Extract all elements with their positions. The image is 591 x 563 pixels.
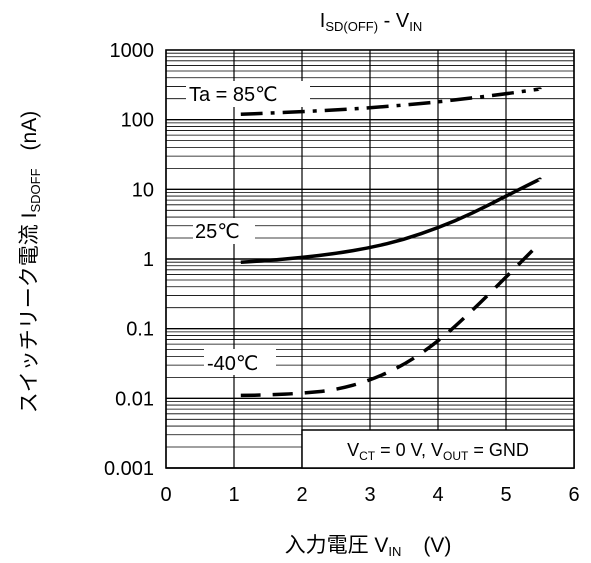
label-85c-box	[186, 81, 310, 107]
condition-box	[301, 429, 575, 469]
y-tick-label: 1000	[110, 40, 155, 62]
title-rest: - V	[378, 10, 410, 32]
title-sub: SD(OFF)	[325, 19, 378, 34]
y-tick-label: 100	[121, 110, 154, 132]
x-tick-label: 1	[228, 484, 239, 506]
label-m40c-box	[204, 349, 276, 375]
y-tick-label: 10	[132, 179, 154, 201]
condition-text: VCT = 0 V, VOUT = GND	[347, 440, 529, 463]
series-line-0	[240, 87, 542, 116]
x-tick-label: 6	[568, 484, 579, 506]
chart-title: ISD(OFF) - VIN	[320, 10, 422, 34]
x-tick-label: 0	[160, 484, 171, 506]
y-tick-label: 0.1	[126, 319, 154, 341]
label-85c: Ta = 85℃	[189, 84, 278, 106]
series-line-2	[240, 241, 542, 398]
x-tick-label: 2	[296, 484, 307, 506]
series-lines	[240, 87, 542, 398]
x-tick-label: 5	[500, 484, 511, 506]
title-main: I	[320, 10, 326, 32]
y-tick-label: 1	[143, 249, 154, 271]
x-tick-label: 4	[432, 484, 443, 506]
label-25c-box	[193, 218, 255, 244]
y-tick-label: 0.001	[104, 458, 154, 480]
grid	[165, 49, 575, 469]
x-tick-labels: 0 1 2 3 4 5 6	[160, 484, 579, 506]
y-axis-label: スイッチリーク電流 ISDOFF(nA)	[18, 111, 43, 413]
label-25c: 25℃	[195, 221, 240, 243]
label-m40c: -40℃	[207, 353, 258, 375]
title-sub2: IN	[409, 19, 422, 34]
y-tick-labels: 0.001 0.01 0.1 1 10 100 1000	[104, 40, 154, 480]
x-axis-label: 入力電圧 VIN (V)	[285, 534, 452, 559]
series-line-1	[240, 177, 542, 264]
x-tick-label: 3	[364, 484, 375, 506]
y-tick-label: 0.01	[115, 388, 154, 410]
